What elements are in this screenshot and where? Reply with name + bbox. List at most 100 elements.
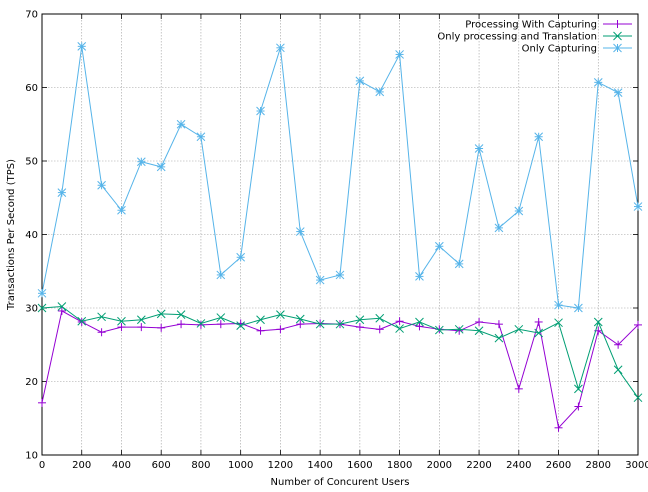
data-point	[434, 241, 444, 251]
data-point	[236, 321, 246, 330]
data-point	[514, 324, 524, 334]
data-point	[236, 252, 246, 262]
data-point	[156, 309, 166, 319]
data-point	[335, 319, 345, 329]
legend-entry: Processing With Capturing	[465, 20, 632, 31]
data-point	[57, 302, 67, 311]
data-point	[514, 384, 523, 393]
x-tick-label: 3000	[625, 460, 648, 471]
data-point	[57, 188, 67, 197]
data-point	[475, 317, 484, 326]
x-tick-label: 2600	[546, 460, 571, 471]
data-point	[196, 319, 206, 328]
data-point	[494, 223, 504, 233]
x-tick-label: 2400	[506, 460, 531, 471]
data-point	[474, 326, 484, 336]
data-point	[574, 303, 583, 313]
data-point	[77, 316, 87, 326]
data-point	[415, 317, 424, 327]
x-tick-label: 200	[72, 460, 91, 471]
data-point	[315, 275, 325, 285]
data-point	[216, 320, 225, 329]
x-tick-label: 1600	[347, 460, 372, 471]
y-tick-label: 20	[25, 377, 38, 388]
data-point	[156, 162, 166, 172]
data-point	[216, 313, 226, 322]
data-point	[455, 326, 464, 335]
data-point	[613, 88, 623, 97]
data-point	[176, 119, 186, 129]
data-point	[355, 76, 365, 86]
y-tick-label: 30	[25, 304, 38, 315]
data-point	[554, 300, 563, 310]
data-point	[295, 314, 305, 324]
data-point	[97, 180, 106, 190]
data-point	[296, 320, 305, 329]
data-point	[375, 87, 385, 97]
data-point	[574, 402, 583, 411]
data-point	[196, 132, 206, 142]
data-point	[57, 306, 66, 315]
data-point	[97, 312, 106, 322]
data-point	[77, 317, 86, 326]
x-tick-label: 800	[191, 460, 210, 471]
data-point	[593, 317, 603, 327]
data-point	[415, 272, 424, 281]
legend-entry: Only Capturing	[522, 44, 632, 55]
data-point	[395, 317, 404, 326]
data-point	[38, 398, 46, 407]
data-point	[295, 227, 305, 236]
data-point	[434, 325, 444, 335]
grid	[42, 14, 638, 455]
x-tick-label: 1400	[307, 460, 332, 471]
data-point	[634, 320, 642, 329]
data-point	[395, 324, 404, 333]
data-point	[474, 144, 484, 153]
data-point	[574, 384, 583, 394]
legend-label: Processing With Capturing	[465, 20, 597, 31]
series-3	[37, 41, 643, 313]
data-point	[375, 325, 384, 334]
y-tick-label: 70	[25, 10, 38, 21]
data-point	[335, 270, 345, 280]
data-point	[554, 318, 563, 328]
data-point	[37, 288, 47, 298]
x-tick-label: 2200	[466, 460, 491, 471]
axes: 0 200 400 600 800 1000 1200 1400 1600 1800 2000 220…	[25, 10, 648, 472]
series-line	[41, 310, 639, 429]
data-point	[514, 206, 524, 216]
data-point	[633, 202, 643, 211]
data-point	[355, 323, 364, 332]
data-point	[37, 303, 47, 313]
x-tick-label: 2000	[427, 460, 452, 471]
data-point	[454, 259, 464, 269]
legend-marker	[613, 20, 622, 28]
data-point	[136, 157, 146, 167]
data-point	[176, 310, 186, 319]
data-point	[494, 333, 504, 343]
data-point	[136, 315, 146, 325]
data-point	[633, 393, 643, 403]
data-point	[177, 320, 186, 329]
data-point	[77, 41, 87, 51]
x-tick-label: 1800	[387, 460, 412, 471]
x-axis-title: Number of Concurent Users	[271, 477, 410, 488]
y-tick-label: 10	[25, 451, 38, 462]
series-2	[37, 302, 643, 403]
data-point	[196, 320, 205, 329]
x-tick-label: 400	[112, 460, 131, 471]
data-point	[117, 205, 126, 215]
x-tick-label: 600	[152, 460, 171, 471]
data-point	[395, 50, 404, 59]
data-point	[97, 328, 106, 337]
data-point	[534, 317, 543, 326]
data-point	[593, 78, 603, 87]
data-point	[276, 43, 285, 53]
data-point	[315, 319, 325, 329]
data-point	[256, 106, 265, 116]
legend-label: Only processing and Translation	[437, 32, 597, 43]
data-point	[137, 323, 146, 332]
series-group	[37, 41, 643, 432]
